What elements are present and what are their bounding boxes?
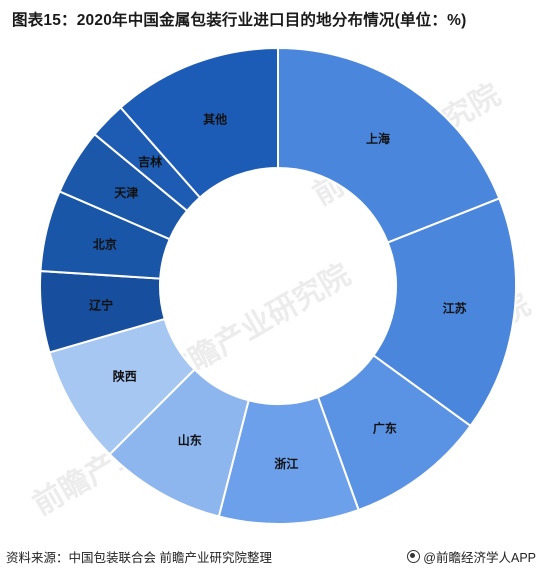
- slice-label-天津: 天津: [114, 185, 138, 200]
- slice-label-浙江: 浙江: [274, 456, 298, 471]
- slice-其他: [119, 46, 279, 199]
- slice-上海: [277, 46, 501, 244]
- slice-label-吉林: 吉林: [138, 154, 162, 169]
- brand-logo-icon: [407, 550, 421, 563]
- slice-label-山东: 山东: [178, 433, 202, 448]
- brand: @前瞻经济学人APP: [407, 547, 536, 566]
- brand-label: @前瞻经济学人APP: [423, 551, 536, 565]
- slice-label-江苏: 江苏: [443, 300, 467, 315]
- source-note: 资料来源：中国包装联合会 前瞻产业研究院整理: [6, 551, 272, 565]
- slice-label-辽宁: 辽宁: [89, 298, 113, 313]
- slice-label-其他: 其他: [203, 111, 227, 126]
- slice-label-上海: 上海: [366, 131, 390, 146]
- slice-江苏: [372, 197, 517, 428]
- slice-label-广东: 广东: [373, 420, 397, 435]
- slice-label-北京: 北京: [93, 236, 117, 251]
- chart-title: 图表15：2020年中国金属包装行业进口目的地分布情况(单位：%): [12, 12, 467, 29]
- slice-label-陕西: 陕西: [113, 369, 137, 384]
- footer: 资料来源：中国包装联合会 前瞻产业研究院整理 @前瞻经济学人APP: [0, 540, 542, 572]
